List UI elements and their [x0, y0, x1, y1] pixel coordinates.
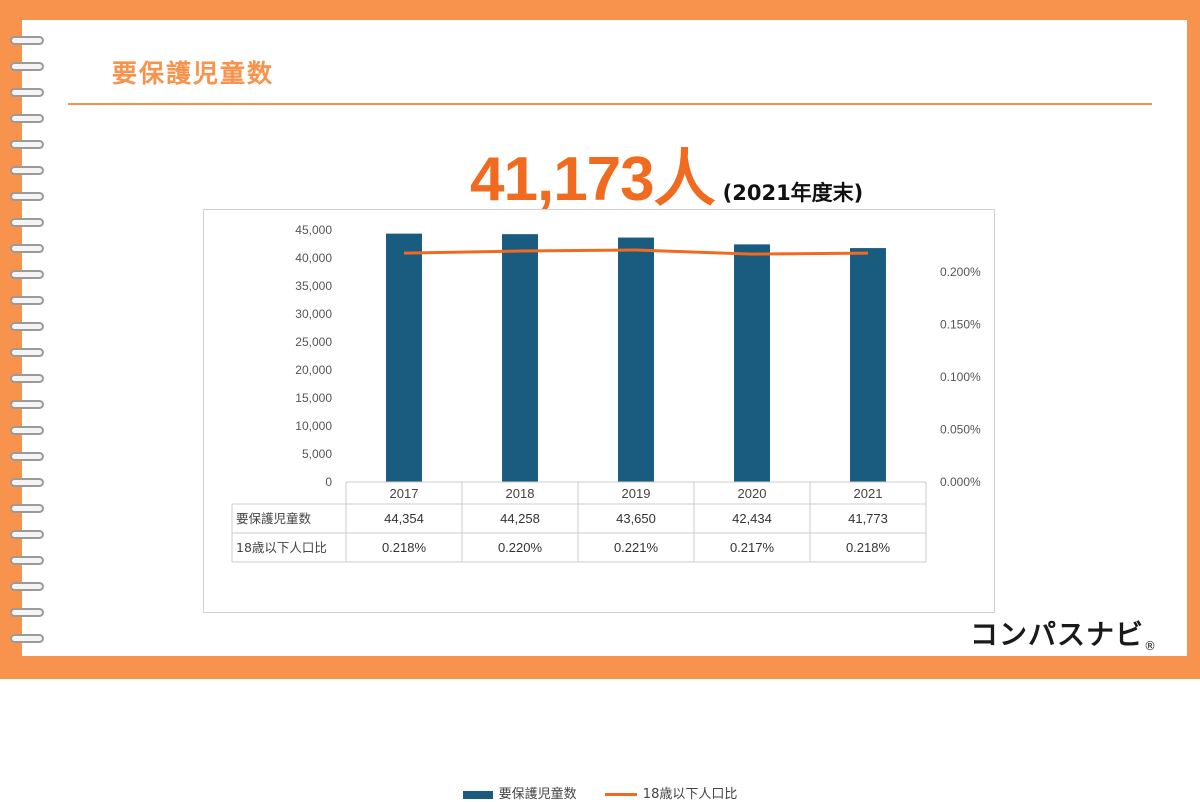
y-right-tick-label: 0.050%: [940, 423, 981, 437]
legend-item-bar: 要保護児童数: [462, 783, 577, 802]
chart-container: 45,000 40,000 35,000 30,000 25,000 20,000 15,0…: [203, 209, 995, 802]
y-left-tick-label: 45,000: [295, 223, 332, 237]
legend-bar-swatch: [462, 790, 493, 799]
binding-ring: [10, 270, 44, 279]
y-left-tick-label: 40,000: [295, 251, 332, 265]
binding-ring: [10, 556, 44, 565]
y-left-tick-label: 10,000: [295, 419, 332, 433]
legend-line-swatch: [604, 793, 637, 796]
binding-ring: [10, 192, 44, 201]
x-tick-label: 2020: [738, 486, 767, 501]
y-left-tick-label: 20,000: [295, 363, 332, 377]
binding-ring: [10, 218, 44, 227]
combo-chart: 45,000 40,000 35,000 30,000 25,000 20,000 15,0…: [231, 223, 981, 563]
table-cell: 41,773: [848, 511, 888, 526]
binding-ring: [10, 634, 44, 643]
binding-ring: [10, 62, 44, 71]
table-row-label: 要保護児童数: [236, 511, 312, 526]
binding-ring: [10, 426, 44, 435]
legend-bar-label: 要保護児童数: [498, 787, 577, 802]
binding-ring: [10, 348, 44, 357]
bar: [850, 248, 886, 482]
headline: 41,173人 (2021年度末): [470, 128, 863, 214]
binding-ring: [10, 400, 44, 409]
chart-legend: 要保護児童数 18歳以下人口比: [204, 783, 996, 802]
bar: [386, 233, 422, 482]
binding-ring: [10, 88, 44, 97]
binding-ring: [10, 374, 44, 383]
logo-text: コンパスナビ: [970, 618, 1145, 651]
table-cell: 0.220%: [498, 540, 543, 555]
binding-ring: [10, 504, 44, 513]
x-tick-label: 2019: [622, 486, 651, 501]
y-right-tick-label: 0.150%: [940, 318, 981, 332]
binding-ring: [10, 478, 44, 487]
binding-ring: [10, 166, 44, 175]
table-cell: 44,354: [384, 511, 424, 526]
binding-ring: [10, 322, 44, 331]
binding-ring: [10, 114, 44, 123]
table-row-label: 18歳以下人口比: [236, 540, 327, 555]
table-cell: 43,650: [616, 511, 656, 526]
y-left-tick-label: 35,000: [295, 279, 332, 293]
headline-note: (2021年度末): [722, 181, 864, 205]
slide-title: 要保護児童数: [112, 59, 275, 88]
binding-ring: [10, 244, 44, 253]
y-left-tick-label: 30,000: [295, 307, 332, 321]
x-tick-label: 2017: [390, 486, 419, 501]
bar: [618, 237, 654, 482]
y-right-tick-label: 0.000%: [940, 475, 981, 489]
y-left-tick-label: 25,000: [295, 335, 332, 349]
bar: [734, 244, 770, 482]
title-divider: [68, 103, 1152, 105]
y-left-tick-label: 5,000: [302, 447, 332, 461]
table-cell: 0.218%: [846, 540, 891, 555]
brand-logo: コンパスナビ®: [970, 613, 1157, 653]
x-tick-label: 2021: [854, 486, 883, 501]
table-cell: 42,434: [732, 511, 772, 526]
legend-item-line: 18歳以下人口比: [604, 783, 738, 802]
y-left-tick-label: 0: [325, 475, 332, 489]
registered-mark: ®: [1144, 639, 1158, 653]
ratio-line: [403, 248, 869, 256]
binding-ring: [10, 296, 44, 305]
binding-ring: [10, 452, 44, 461]
bar: [502, 234, 538, 482]
x-tick-label: 2018: [506, 486, 535, 501]
y-right-tick-label: 0.100%: [940, 370, 981, 384]
binding-ring: [10, 582, 44, 591]
table-cell: 44,258: [500, 511, 540, 526]
y-right-tick-label: 0.200%: [940, 265, 981, 279]
binding-ring: [10, 530, 44, 539]
table-cell: 0.218%: [382, 540, 427, 555]
y-left-tick-label: 15,000: [295, 391, 332, 405]
binding-ring: [10, 140, 44, 149]
headline-value: 41,173人: [470, 145, 716, 214]
table-cell: 0.221%: [614, 540, 659, 555]
table-cell: 0.217%: [730, 540, 775, 555]
legend-line-label: 18歳以下人口比: [642, 787, 738, 802]
binding-ring: [10, 36, 44, 45]
binding-ring: [10, 608, 44, 617]
